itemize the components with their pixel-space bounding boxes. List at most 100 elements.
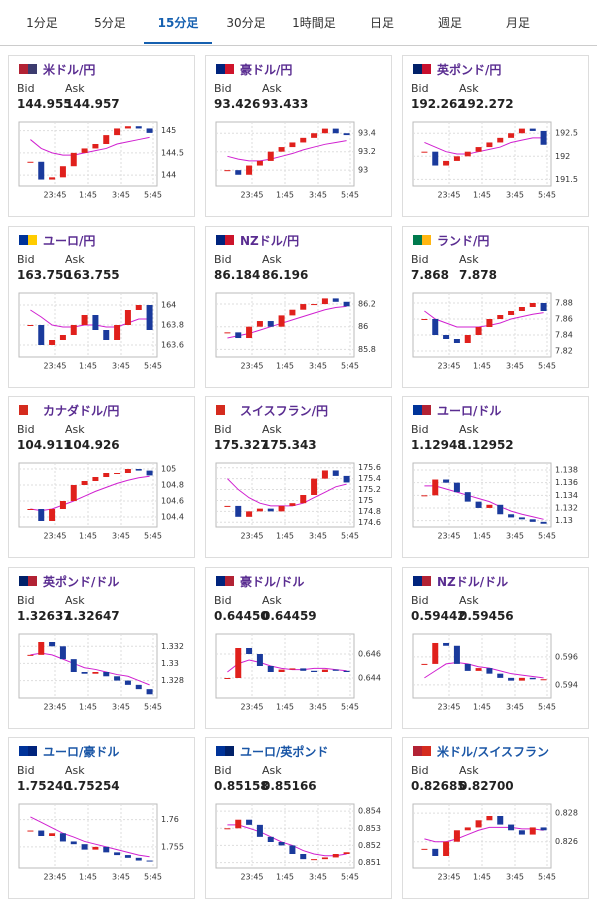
y-tick-label: 104.4	[161, 513, 184, 522]
pair-name[interactable]: ユーロ/豪ドル	[43, 745, 120, 759]
candle	[81, 481, 88, 485]
x-tick-label: 3:45	[309, 702, 327, 711]
candle	[124, 309, 131, 325]
pair-name[interactable]: ユーロ/英ポンド	[240, 745, 329, 759]
ask-value: 86.196	[262, 267, 309, 282]
candle	[38, 161, 45, 180]
candle	[278, 669, 285, 672]
ask-label: Ask	[65, 593, 85, 607]
ma-line	[424, 661, 544, 678]
candle	[70, 841, 77, 845]
rate-card: 米ドル/円 Bid Ask 144.955 144.957 144 144.5 145 23:4…	[8, 55, 195, 217]
x-tick-label: 23:45	[240, 702, 263, 711]
rate-card: ユーロ/英ポンド Bid Ask 0.85158 0.85166 0.851 0.852 0.…	[205, 737, 392, 899]
y-tick-label: 175.6	[358, 463, 381, 472]
candle	[321, 128, 328, 134]
tab[interactable]: 15分足	[144, 0, 212, 44]
y-tick-label: 7.88	[555, 298, 573, 307]
tab[interactable]: 30分足	[226, 16, 266, 30]
candle	[300, 495, 307, 504]
pair-name[interactable]: ユーロ/円	[43, 233, 96, 248]
y-tick-label: 104.6	[161, 497, 184, 506]
bid-label: Bid	[214, 82, 232, 95]
candle	[289, 845, 296, 854]
ma-line	[424, 485, 544, 520]
ask-label: Ask	[459, 764, 479, 777]
candle	[289, 667, 296, 670]
pair-name[interactable]: カナダドル/円	[43, 404, 120, 418]
flag	[19, 64, 37, 74]
x-tick-label: 5:45	[538, 191, 556, 200]
bid-label: Bid	[17, 252, 35, 266]
candle	[343, 852, 350, 854]
x-tick-label: 5:45	[341, 702, 359, 711]
candle	[124, 680, 131, 685]
pair-name[interactable]: ユーロ/ドル	[437, 404, 502, 418]
candle	[81, 671, 88, 674]
rate-card: 豪ドル/円 Bid Ask 93.426 93.433 93 93.2 93.4 23:45 1:…	[205, 55, 392, 217]
candle	[311, 303, 318, 305]
ask-value: 144.957	[65, 97, 120, 111]
candle	[343, 670, 350, 672]
x-tick-label: 23:45	[437, 532, 460, 541]
y-tick-label: 86	[358, 322, 368, 331]
bid-value: 1.12948	[411, 438, 466, 452]
candle	[146, 688, 153, 694]
flag	[413, 64, 431, 74]
pair-name[interactable]: 豪ドル/ドル	[240, 574, 305, 589]
candle	[443, 642, 450, 646]
bid-label: Bid	[411, 252, 429, 266]
pair-name[interactable]: NZドル/ドル	[437, 574, 509, 589]
candle	[256, 653, 263, 666]
candle	[453, 482, 460, 493]
pair-name[interactable]: スイスフラン/円	[240, 404, 329, 418]
pair-name[interactable]: 米ドル/スイスフラン	[437, 745, 550, 759]
y-tick-label: 144.5	[161, 148, 184, 157]
candle	[135, 469, 142, 471]
rate-card: NZドル/ドル Bid Ask 0.59442 0.59456 0.594 0.596 23:…	[402, 566, 589, 729]
candle	[475, 147, 482, 152]
candle	[278, 147, 285, 152]
candle	[267, 151, 274, 161]
candle	[529, 677, 536, 679]
bid-value: 144.955	[17, 97, 72, 111]
rate-card: NZドル/円 Bid Ask 86.184 86.196 85.8 86 86.2 23:45 1…	[205, 225, 392, 388]
tab[interactable]: 月足	[505, 16, 530, 30]
y-tick-label: 105	[161, 465, 176, 474]
pair-name[interactable]: 豪ドル/円	[240, 63, 293, 77]
tab[interactable]: 日足	[369, 16, 394, 30]
pair-name[interactable]: 米ドル/円	[43, 63, 96, 77]
tab[interactable]: 1時間足	[292, 16, 336, 30]
ask-value: 1.32647	[65, 608, 120, 623]
candle	[224, 170, 231, 172]
y-tick-label: 191.5	[555, 175, 578, 184]
pair-name[interactable]: 英ポンド/円	[437, 63, 502, 77]
tab[interactable]: 1分足	[26, 16, 58, 30]
y-tick-label: 192	[555, 152, 570, 161]
tab[interactable]: 週足	[437, 16, 462, 30]
candle	[475, 820, 482, 828]
pair-name[interactable]: ランド/円	[437, 233, 490, 248]
candle	[81, 314, 88, 325]
candle	[27, 654, 34, 656]
x-tick-label: 1:45	[276, 361, 294, 370]
y-tick-label: 174.8	[358, 507, 381, 516]
candle	[497, 816, 504, 825]
mini-chart: 85.8 86 86.2 23:45 1:45 3:45 5:45	[215, 292, 376, 370]
ask-label: Ask	[459, 82, 479, 95]
candle	[59, 334, 66, 340]
candle	[421, 663, 428, 665]
x-tick-label: 5:45	[538, 532, 556, 541]
x-tick-label: 3:45	[112, 702, 130, 711]
tab[interactable]: 5分足	[94, 16, 126, 30]
candle	[443, 479, 450, 483]
candle	[246, 647, 253, 654]
rate-card: カナダドル/円 Bid Ask 104.911 104.926 104.4 104.6 104…	[8, 396, 195, 558]
candle	[475, 326, 482, 335]
candle	[27, 509, 34, 510]
pair-name[interactable]: NZドル/円	[240, 233, 300, 248]
y-tick-label: 175.4	[358, 474, 381, 483]
candle	[311, 670, 318, 672]
x-tick-label: 1:45	[276, 702, 294, 711]
pair-name[interactable]: 英ポンド/ドル	[43, 574, 120, 589]
